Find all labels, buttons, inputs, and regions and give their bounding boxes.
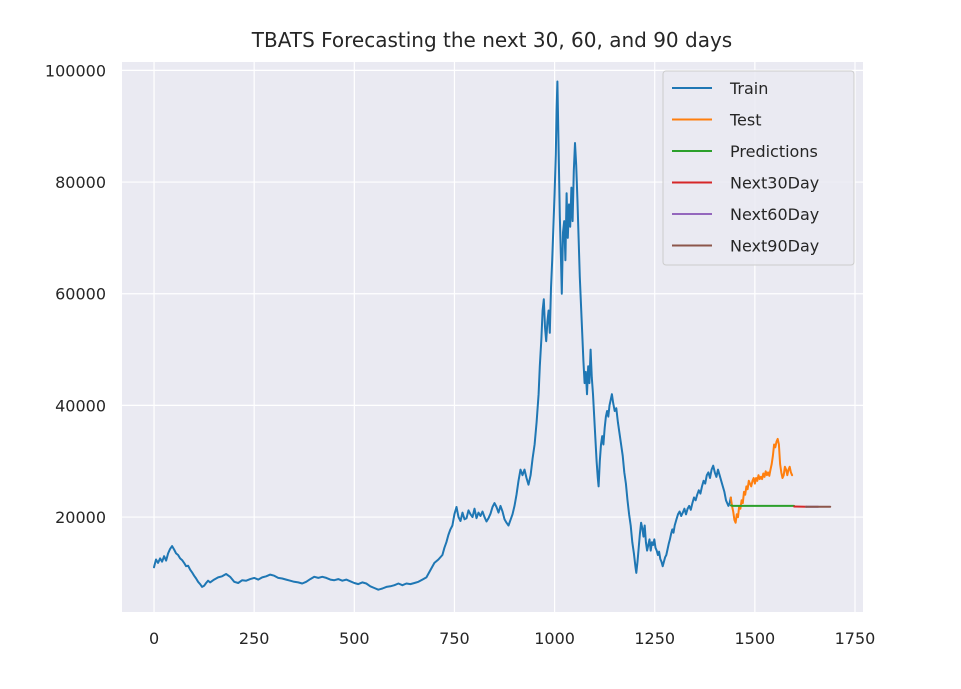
x-axis: 0 250 500 750 1000 1250 1500 1750 [149, 629, 875, 648]
x-tick-label: 0 [149, 629, 159, 648]
x-tick-label: 1250 [634, 629, 675, 648]
y-tick-label: 20000 [55, 508, 106, 527]
y-tick-label: 40000 [55, 396, 106, 415]
series-line-predictions [729, 504, 796, 507]
y-tick-label: 60000 [55, 285, 106, 304]
legend-label-train: Train [729, 79, 768, 98]
x-tick-label: 500 [339, 629, 370, 648]
series-layer [153, 80, 832, 591]
y-tick-label: 80000 [55, 173, 106, 192]
x-tick-label: 1750 [835, 629, 876, 648]
legend: Train Test Predictions Next30Day Next60Day Ne… [662, 70, 855, 266]
legend-label-next30day: Next30Day [730, 174, 819, 193]
legend-label-predictions: Predictions [730, 142, 818, 161]
series-line-train [153, 80, 732, 591]
legend-label-next60day: Next60Day [730, 205, 819, 224]
legend-label-next90day: Next90Day [730, 237, 819, 256]
x-tick-label: 1000 [534, 629, 575, 648]
x-tick-label: 750 [439, 629, 470, 648]
grid [122, 62, 863, 612]
series-line-test [729, 437, 794, 524]
x-tick-label: 1500 [734, 629, 775, 648]
y-tick-label: 100000 [45, 61, 106, 80]
x-tick-label: 250 [239, 629, 270, 648]
y-axis: 20000 40000 60000 80000 100000 [45, 61, 106, 527]
chart-title: TBATS Forecasting the next 30, 60, and 9… [251, 28, 732, 52]
legend-label-test: Test [729, 111, 762, 130]
